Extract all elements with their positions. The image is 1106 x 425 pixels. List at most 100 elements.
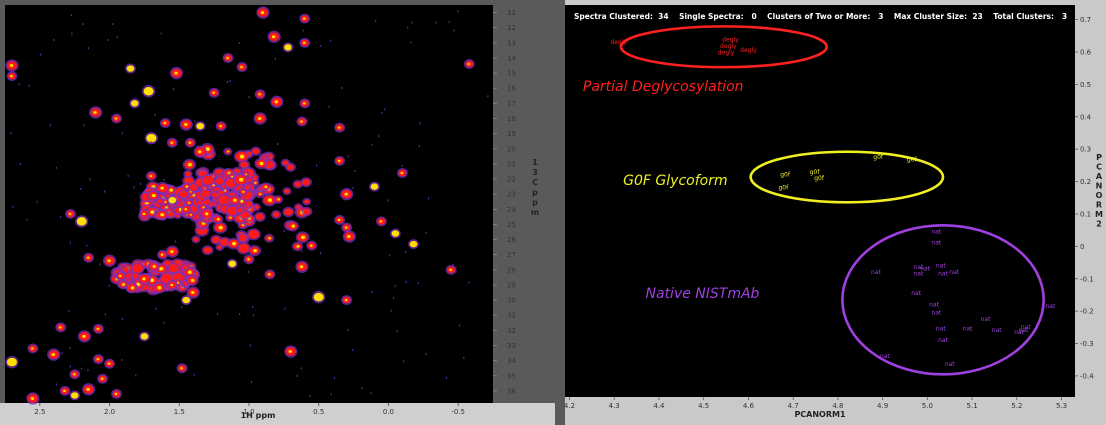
hsqc-noise (453, 29, 455, 32)
hsqc-peak-center (184, 208, 188, 211)
pca-cluster-ellipse (749, 150, 945, 204)
pca-point-label: nat (931, 228, 941, 235)
hsqc-cluster-peak (122, 267, 129, 272)
pca-point-label: nat (1021, 324, 1031, 331)
hsqc-y-tick-label: 31 (507, 312, 516, 320)
hsqc-cluster-core (216, 217, 220, 221)
hsqc-peak-center (337, 218, 341, 222)
hsqc-cluster-peak (303, 208, 311, 215)
pca-cluster-annotation: Partial Deglycosylation (583, 79, 744, 95)
pca-point-label: nat (981, 316, 991, 323)
hsqc-cluster-peak (211, 192, 219, 198)
hsqc-noise (394, 285, 396, 288)
hsqc-cluster-core (267, 198, 273, 203)
hsqc-peak-center (31, 347, 34, 350)
hsqc-noise (172, 88, 175, 91)
hsqc-noise (419, 122, 421, 125)
hsqc-peak-center (219, 124, 222, 128)
hsqc-noise (468, 281, 470, 284)
pca-point-label: nat (936, 326, 946, 333)
pca-cluster-annotation: Native NISTmAb (646, 286, 760, 302)
hsqc-y-tick-label: 20 (507, 145, 516, 153)
hsqc-cluster-peak (201, 189, 211, 197)
hsqc-peak-center (30, 396, 35, 400)
hsqc-noise (69, 347, 71, 350)
hsqc-noise (116, 36, 118, 39)
hsqc-noise (181, 306, 183, 309)
hsqc-cluster-core (164, 201, 167, 204)
hsqc-noise (60, 216, 62, 219)
hsqc-noise (401, 164, 403, 167)
pca-x-tick-label: 5.2 (1011, 402, 1022, 410)
hsqc-peak-center (93, 110, 97, 114)
hsqc-cluster-peak (238, 243, 250, 253)
hsqc-peak-center (190, 291, 195, 295)
hsqc-peak-center (10, 74, 13, 78)
hsqc-cluster-core (187, 162, 192, 167)
hsqc-peak-center (96, 327, 100, 330)
hsqc-peak-center (188, 141, 192, 144)
hsqc-y-tick-label: 35 (507, 372, 516, 380)
hsqc-peak-center (347, 235, 351, 239)
hsqc-noise (411, 21, 413, 24)
hsqc-noise (174, 240, 177, 243)
hsqc-y-tick-label: 18 (507, 115, 516, 123)
hsqc-cluster-core (157, 286, 162, 290)
hsqc-noise (163, 321, 165, 324)
hsqc-noise (402, 360, 405, 363)
hsqc-cluster-peak (284, 208, 293, 216)
hsqc-noise (155, 307, 157, 310)
hsqc-peak-center (170, 250, 174, 254)
hsqc-x-tick-label: 0.0 (383, 408, 394, 416)
hsqc-y-tick-label: 29 (507, 281, 516, 289)
hsqc-noise (108, 284, 110, 287)
hsqc-peak-center (142, 335, 146, 338)
hsqc-y-tick-label: 19 (507, 130, 516, 138)
hsqc-noise (329, 39, 332, 42)
hsqc-peak-center (337, 126, 341, 129)
hsqc-y-tick-label: 17 (507, 100, 516, 108)
hsqc-peak-center (258, 93, 261, 96)
hsqc-peak-center (68, 212, 72, 215)
pca-point-label: degly (740, 47, 757, 54)
hsqc-peak-center (58, 326, 62, 329)
hsqc-noise (375, 19, 377, 22)
hsqc-noise (425, 231, 427, 234)
hsqc-noise (99, 263, 101, 266)
hsqc-peak-center (107, 259, 111, 263)
hsqc-noise (352, 349, 354, 352)
pca-x-tick-label: 4.2 (564, 402, 575, 410)
hsqc-noise (55, 383, 57, 386)
hsqc-peak-center (72, 394, 76, 397)
hsqc-noise (306, 119, 308, 122)
hsqc-cluster-core (232, 241, 237, 246)
hsqc-noise (320, 44, 322, 47)
hsqc-noise (135, 285, 137, 288)
hsqc-noise (121, 358, 123, 361)
hsqc-noise (201, 217, 203, 220)
hsqc-axis-strip (0, 403, 555, 425)
hsqc-peak-center (400, 171, 404, 175)
pca-x-tick-label: 5.1 (967, 402, 978, 410)
hsqc-noise (104, 313, 106, 316)
hsqc-peak-center (302, 41, 306, 44)
hsqc-peak-center (184, 123, 188, 127)
hsqc-peak-center (316, 295, 320, 299)
hsqc-y-tick-label: 14 (507, 54, 516, 62)
hsqc-peak-center (160, 186, 164, 190)
pca-y-tick-label: 0.4 (1080, 113, 1092, 121)
hsqc-noise (248, 96, 250, 99)
pca-y-tick-label: 0.7 (1080, 16, 1091, 24)
pca-y-tick-label: -0.1 (1080, 275, 1094, 283)
hsqc-noise (216, 312, 219, 315)
hsqc-cluster-peak (185, 171, 191, 177)
hsqc-peak-center (149, 136, 153, 140)
hsqc-noise (239, 217, 241, 220)
pca-scatter-chart: Spectra Clustered: 34 Single Spectra: 0 … (564, 12, 1103, 419)
hsqc-cluster-peak (284, 188, 290, 194)
hsqc-noise (40, 53, 42, 56)
hsqc-peak-center (160, 253, 164, 256)
hsqc-cluster-core (227, 150, 230, 153)
